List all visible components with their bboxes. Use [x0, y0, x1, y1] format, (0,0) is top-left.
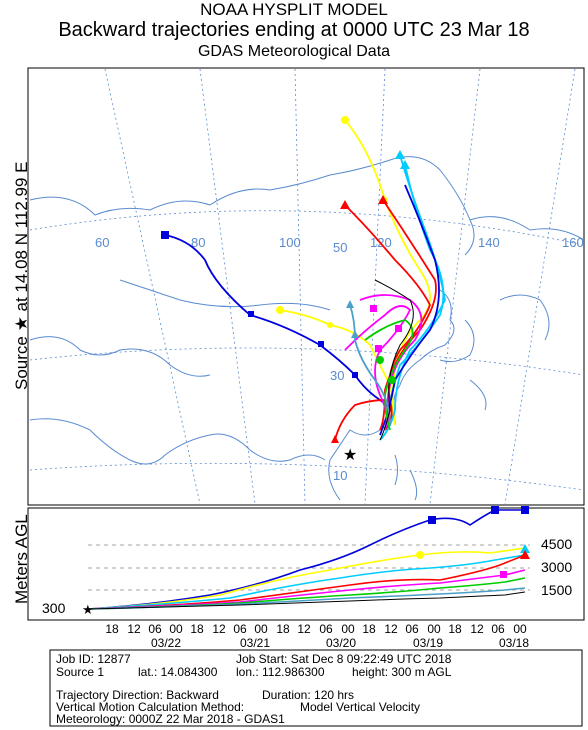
- source-height-star-icon: ★: [82, 603, 94, 618]
- hour-label: 12: [297, 622, 311, 636]
- lon-label-160: 160: [562, 235, 584, 250]
- job-id: Job ID: 12877: [56, 652, 131, 666]
- height-label-1500: 1500: [541, 582, 572, 598]
- hour-label: 06: [491, 622, 505, 636]
- hour-label: 12: [384, 622, 398, 636]
- lon-label-140: 140: [478, 235, 500, 250]
- height-markers: [416, 506, 530, 578]
- vertical-method-value: Model Vertical Velocity: [300, 700, 421, 714]
- hour-label: 00: [427, 622, 441, 636]
- hour-label: 18: [190, 622, 204, 636]
- trajectories: [164, 119, 446, 441]
- hour-label: 06: [405, 622, 419, 636]
- date-label: 03/22: [151, 636, 181, 650]
- hour-label: 18: [448, 622, 462, 636]
- lat-label-50: 50: [333, 240, 347, 255]
- duration: Duration: 120 hrs: [262, 688, 355, 702]
- hour-label: 12: [127, 622, 141, 636]
- hour-label: 00: [254, 622, 268, 636]
- source-height: height: 300 m AGL: [352, 665, 452, 679]
- trajectory-red-south: [334, 399, 393, 441]
- height-label-4500: 4500: [541, 536, 572, 552]
- lon-label-80: 80: [191, 235, 205, 250]
- date-label: 03/20: [326, 636, 356, 650]
- height-series: [87, 509, 526, 610]
- trajectory-teal: [349, 304, 391, 426]
- source-name: Source 1: [56, 665, 105, 679]
- source-star-icon: ★: [343, 445, 357, 464]
- lat-label-10: 10: [333, 468, 347, 483]
- hour-label: 12: [212, 622, 226, 636]
- model-title: NOAA HYSPLIT MODEL: [200, 0, 388, 19]
- trajectory-green: [364, 319, 414, 431]
- height-label-3000: 3000: [541, 559, 572, 575]
- trajectory-magenta-2: [359, 294, 423, 426]
- info-box-frame: [49, 649, 583, 727]
- hour-label: 12: [470, 622, 484, 636]
- source-lon: lon.: 112.986300: [236, 665, 325, 679]
- hour-label: 18: [362, 622, 376, 636]
- lon-label-60: 60: [95, 235, 109, 250]
- source-height-label: 300: [42, 600, 66, 616]
- meteorology: Meteorology: 0000Z 22 Mar 2018 - GDAS1: [56, 712, 285, 726]
- hour-label: 06: [319, 622, 333, 636]
- vertical-method: Vertical Motion Calculation Method:: [56, 700, 245, 714]
- lat-label-30: 30: [330, 368, 344, 383]
- trajectory-black: [374, 279, 414, 441]
- data-source-title: GDAS Meteorological Data: [197, 43, 391, 60]
- date-label: 03/18: [499, 636, 529, 650]
- graticule: [29, 69, 583, 504]
- lon-label-100: 100: [279, 235, 301, 250]
- height-grid: [88, 544, 530, 591]
- map-frame: [27, 67, 585, 506]
- figure-title: Backward trajectories ending at 0000 UTC…: [58, 19, 530, 41]
- hour-label: 18: [276, 622, 290, 636]
- hour-label: 06: [148, 622, 162, 636]
- trajectory-direction: Trajectory Direction: Backward: [56, 688, 219, 702]
- map-area: 60 80 100 120 140 160 50 30 10: [29, 69, 584, 504]
- hour-label: 00: [513, 622, 527, 636]
- date-label: 03/19: [413, 636, 443, 650]
- trajectory-blue-2: [379, 184, 440, 436]
- trajectory-markers: [161, 116, 410, 443]
- source-lat: lat.: 14.084300: [138, 665, 218, 679]
- date-label: 03/21: [240, 636, 270, 650]
- hour-label: 00: [169, 622, 183, 636]
- job-start: Job Start: Sat Dec 8 09:22:49 UTC 2018: [236, 652, 452, 666]
- hour-label: 00: [341, 622, 355, 636]
- hour-label: 18: [105, 622, 119, 636]
- hour-label: 06: [233, 622, 247, 636]
